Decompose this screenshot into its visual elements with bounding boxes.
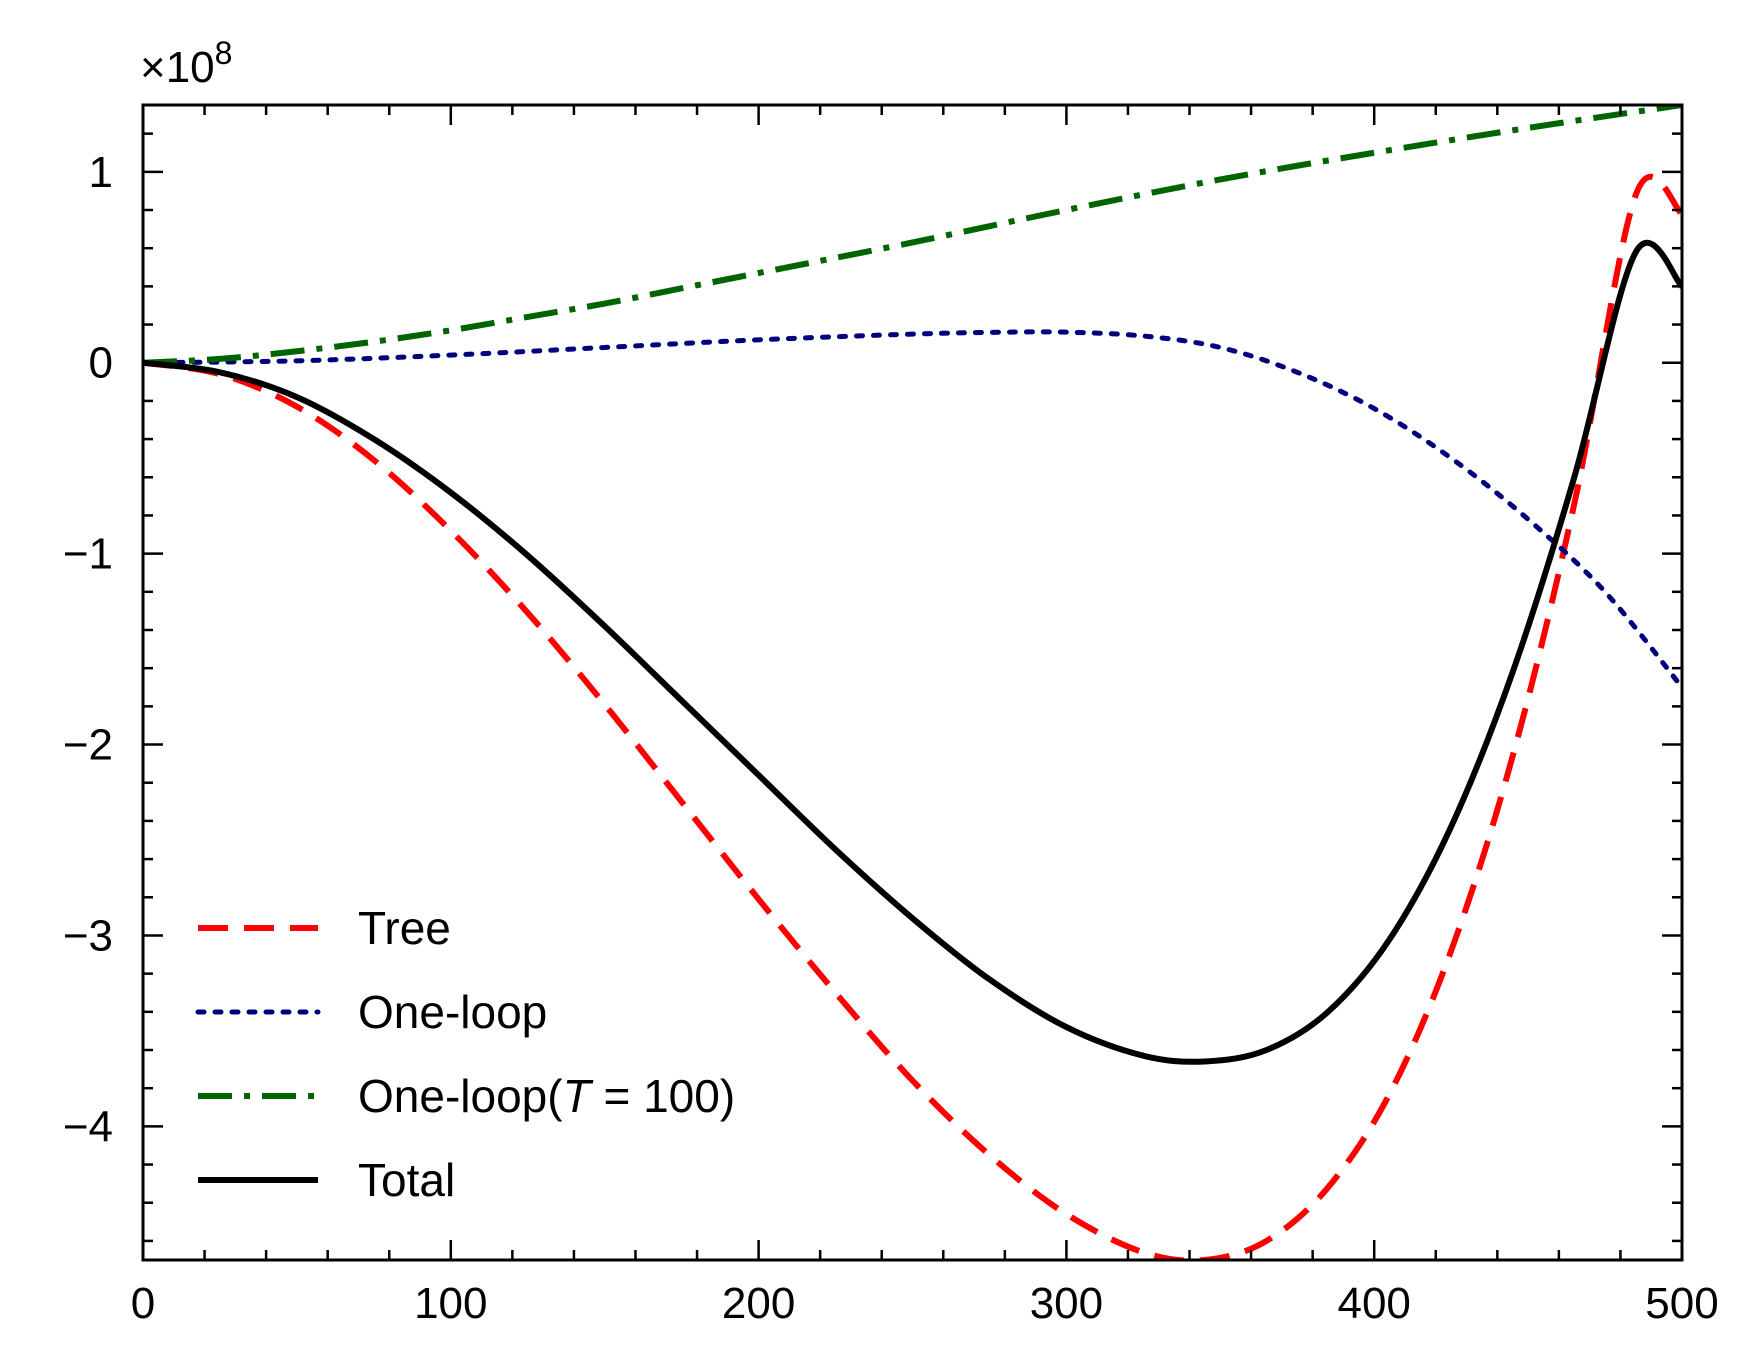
x-tick-label: 0 bbox=[131, 1279, 155, 1328]
y-scale-base: ×10 bbox=[140, 43, 215, 92]
y-tick-label: −2 bbox=[63, 721, 113, 770]
legend: Tree One-loop One-loop(T = 100) Total bbox=[195, 902, 735, 1206]
labels-layer: 0 100 200 300 400 500 1 0 −1 −2 −3 −4 bbox=[63, 148, 1719, 1328]
legend-label-tree: Tree bbox=[358, 902, 451, 954]
series-line-one-loop-t-100 bbox=[143, 105, 1682, 366]
y-tick-label: −3 bbox=[63, 911, 113, 960]
y-tick-label: 1 bbox=[89, 148, 113, 197]
y-tick-label: −4 bbox=[63, 1102, 113, 1151]
x-tick-label: 200 bbox=[722, 1279, 795, 1328]
x-tick-label: 400 bbox=[1337, 1279, 1410, 1328]
series-layer bbox=[143, 105, 1682, 1260]
series-line-one-loop bbox=[143, 329, 1682, 690]
ticks-layer bbox=[141, 105, 1684, 1260]
y-scale-factor-text: ×108 bbox=[140, 35, 232, 92]
y-tick-label: −1 bbox=[63, 530, 113, 579]
y-scale-factor: ×108 bbox=[140, 35, 232, 92]
legend-label-total: Total bbox=[358, 1154, 455, 1206]
y-tick-label: 0 bbox=[89, 339, 113, 388]
x-tick-label: 300 bbox=[1030, 1279, 1103, 1328]
x-tick-label: 100 bbox=[414, 1279, 487, 1328]
x-tick-label: 500 bbox=[1645, 1279, 1718, 1328]
y-scale-exponent: 8 bbox=[215, 35, 233, 71]
plot-frame bbox=[141, 103, 1684, 1262]
legend-label-one-loop-t-100: One-loop(T = 100) bbox=[358, 1070, 735, 1122]
legend-label-one-loop: One-loop bbox=[358, 986, 547, 1038]
series-line-total bbox=[143, 239, 1682, 1065]
series-line-tree bbox=[143, 173, 1682, 1260]
